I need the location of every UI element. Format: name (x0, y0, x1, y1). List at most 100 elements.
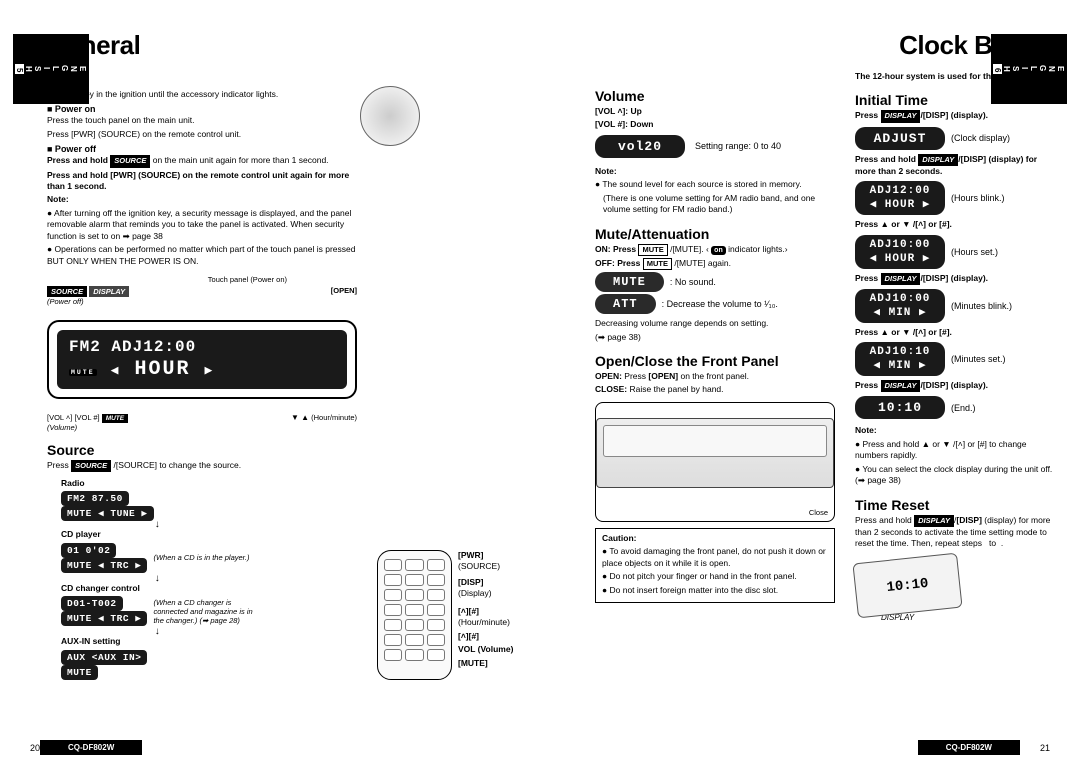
h3-power-off: ■ Power off (47, 144, 357, 154)
step4: Press DISPLAY/[DISP] (display). (855, 273, 1055, 285)
step1: Press DISPLAY/[DISP] (display). (855, 110, 1055, 122)
h3-power-on: ■ Power on (47, 104, 357, 114)
screen-line1: FM2 ADJ12:00 (69, 338, 196, 356)
lcd6-sub: (End.) (951, 403, 976, 413)
mute-chip-label: MUTE (102, 414, 128, 423)
hm-sub: (Hour/minute) (311, 413, 357, 422)
remote-labels: [PWR](SOURCE) [DISP](Display) [˄][#](Hou… (458, 550, 513, 680)
h1-general: General (47, 30, 357, 61)
screen-mute: MUTE (69, 369, 97, 376)
step2: Press and hold DISPLAY/[DISP] (display) … (855, 154, 1055, 178)
h2-mute: Mute/Attenuation (595, 226, 835, 242)
lcd-1010: 10:10 (855, 396, 945, 419)
mute-on: ON: Press MUTE /[MUTE]. ‹ on indicator l… (595, 244, 835, 256)
radio-lcd: FM2 87.50 (61, 491, 129, 506)
lcd-1000m: ADJ10:00◀ MIN ▶ (855, 289, 945, 323)
h2-source: Source (47, 442, 357, 458)
power-off-1: Press and hold SOURCE on the main unit a… (47, 155, 357, 167)
lcd-1010m: ADJ10:10◀ MIN ▶ (855, 342, 945, 376)
init-note-1: Press and hold ▲ or ▼ /[˄] or [#] to cha… (855, 439, 1055, 462)
touch-panel-label: Touch panel (Power on) (47, 275, 287, 286)
cd-lcd2: MUTE ◀ TRC ▶ (61, 558, 147, 573)
mute-txt: : No sound. (670, 277, 716, 287)
col-general: General Power Turn the key in the igniti… (37, 30, 367, 684)
vol-range: Setting range: 0 to 40 (695, 141, 781, 151)
step6: Press DISPLAY/[DISP] (display). (855, 380, 1055, 392)
model-chip-right: CQ-DF802W (918, 740, 1020, 755)
radio-h: Radio (61, 478, 85, 488)
h2-time-reset: Time Reset (855, 497, 1055, 513)
side-tab-left: ENGLISH5 (13, 34, 89, 104)
page-num-left: 20 (30, 743, 40, 753)
power-on-1: Press the touch panel on the main unit. (47, 115, 357, 126)
vol-sub: (Volume) (47, 423, 77, 432)
side-tab-right: ENGLISH6 (991, 34, 1067, 104)
reset-sketch: 10:10 (852, 552, 962, 618)
hm-icons: ▼ ▲ (291, 413, 309, 422)
mute-note2: (➡ page 38) (595, 332, 835, 343)
side-num-left: 5 (15, 64, 24, 73)
power-note-h: Note: (47, 194, 357, 205)
remote-control-diagram (377, 550, 452, 680)
h2-open-close: Open/Close the Front Panel (595, 353, 835, 369)
source-sub: (Power off) (47, 297, 84, 306)
cd-h: CD player (61, 529, 101, 539)
footer: 20 CQ-DF802W CQ-DF802W 21 (0, 740, 1080, 755)
cd-lcd: 01 0'02 (61, 543, 116, 558)
reset-sketch-label: DISPLAY (881, 613, 1055, 622)
chg-h: CD changer control (61, 583, 140, 593)
lcd4-sub: (Minutes blink.) (951, 301, 1012, 311)
chg-note: (When a CD changer is connected and maga… (153, 598, 253, 625)
vol-note-h: Note: (595, 166, 617, 176)
side-num-right: 6 (993, 64, 1002, 73)
vol-note-2: (There is one volume setting for AM radi… (595, 193, 835, 216)
lcd-1200: ADJ12:00◀ HOUR ▶ (855, 181, 945, 215)
lcd2-sub: (Hours blink.) (951, 193, 1005, 203)
mute-off: OFF: Press MUTE /[MUTE] again. (595, 258, 835, 270)
vol-note-1: The sound level for each source is store… (595, 179, 835, 190)
caution-1: To avoid damaging the front panel, do no… (602, 546, 828, 569)
caution-3: Do not insert foreign matter into the di… (602, 585, 828, 596)
power-note-1: After turning off the ignition key, a se… (47, 208, 357, 242)
front-panel-diagram: Close (595, 402, 835, 522)
chg-lcd2: MUTE ◀ TRC ▶ (61, 611, 147, 626)
close-label: Close (809, 508, 828, 517)
reset-body: Press and hold DISPLAY/[DISP] (display) … (855, 515, 1055, 550)
aux-lcd: AUX <AUX IN> (61, 650, 147, 665)
h2-volume: Volume (595, 88, 835, 104)
panel-close: CLOSE: Raise the panel by hand. (595, 384, 835, 395)
source-flow: Radio FM2 87.50 MUTE ◀ TUNE ▶ ↓ CD playe… (61, 478, 253, 680)
aux-lcd2: MUTE (61, 665, 98, 680)
screen-line2: HOUR (134, 358, 190, 381)
lcd-adjust: ADJUST (855, 127, 945, 150)
panel-open: OPEN: Press [OPEN] on the front panel. (595, 371, 835, 382)
radio-lcd2: MUTE ◀ TUNE ▶ (61, 506, 154, 521)
vol-lcd: vol20 (595, 135, 685, 158)
main-unit-display: FM2 ADJ12:00 MUTE ◀ HOUR ▶ (47, 320, 357, 399)
main-screen: FM2 ADJ12:00 MUTE ◀ HOUR ▶ (57, 330, 347, 389)
model-chip-left: CQ-DF802W (40, 740, 142, 755)
mute-note: Decreasing volume range depends on setti… (595, 318, 835, 329)
att-pill: ATT (595, 294, 656, 314)
power-intro: Turn the key in the ignition until the a… (47, 89, 357, 100)
init-note-2: You can select the clock display during … (855, 464, 1055, 487)
vol-down: [VOL #]: Down (595, 119, 653, 129)
lcd1-sub: (Clock display) (951, 133, 1010, 143)
power-on-2: Press [PWR] (SOURCE) on the remote contr… (47, 129, 357, 140)
init-note-h: Note: (855, 425, 877, 435)
page-spread: General Power Turn the key in the igniti… (0, 0, 1080, 694)
open-label: [OPEN] (331, 286, 357, 306)
col-volume: Volume [VOL ˄]: Up [VOL #]: Down vol20 S… (585, 30, 845, 684)
chg-lcd: D01-T002 (61, 596, 123, 611)
caution-2: Do not pitch your finger or hand in the … (602, 571, 828, 582)
source-intro: Press SOURCE /[SOURCE] to change the sou… (47, 460, 357, 472)
lcd3-sub: (Hours set.) (951, 247, 998, 257)
chip-source: SOURCE (47, 286, 87, 297)
mute-pill: MUTE (595, 272, 664, 292)
aux-h: AUX-IN setting (61, 636, 121, 646)
step5: Press ▲ or ▼ /[˄] or [#]. (855, 327, 1055, 338)
vol-label: [VOL ˄] [VOL #] (47, 413, 100, 422)
power-off-2: Press and hold [PWR] (SOURCE) on the rem… (47, 170, 357, 193)
chip-display: DISPLAY (89, 286, 129, 297)
col-clock: Clock Basics The 12-hour system is used … (845, 30, 1065, 684)
